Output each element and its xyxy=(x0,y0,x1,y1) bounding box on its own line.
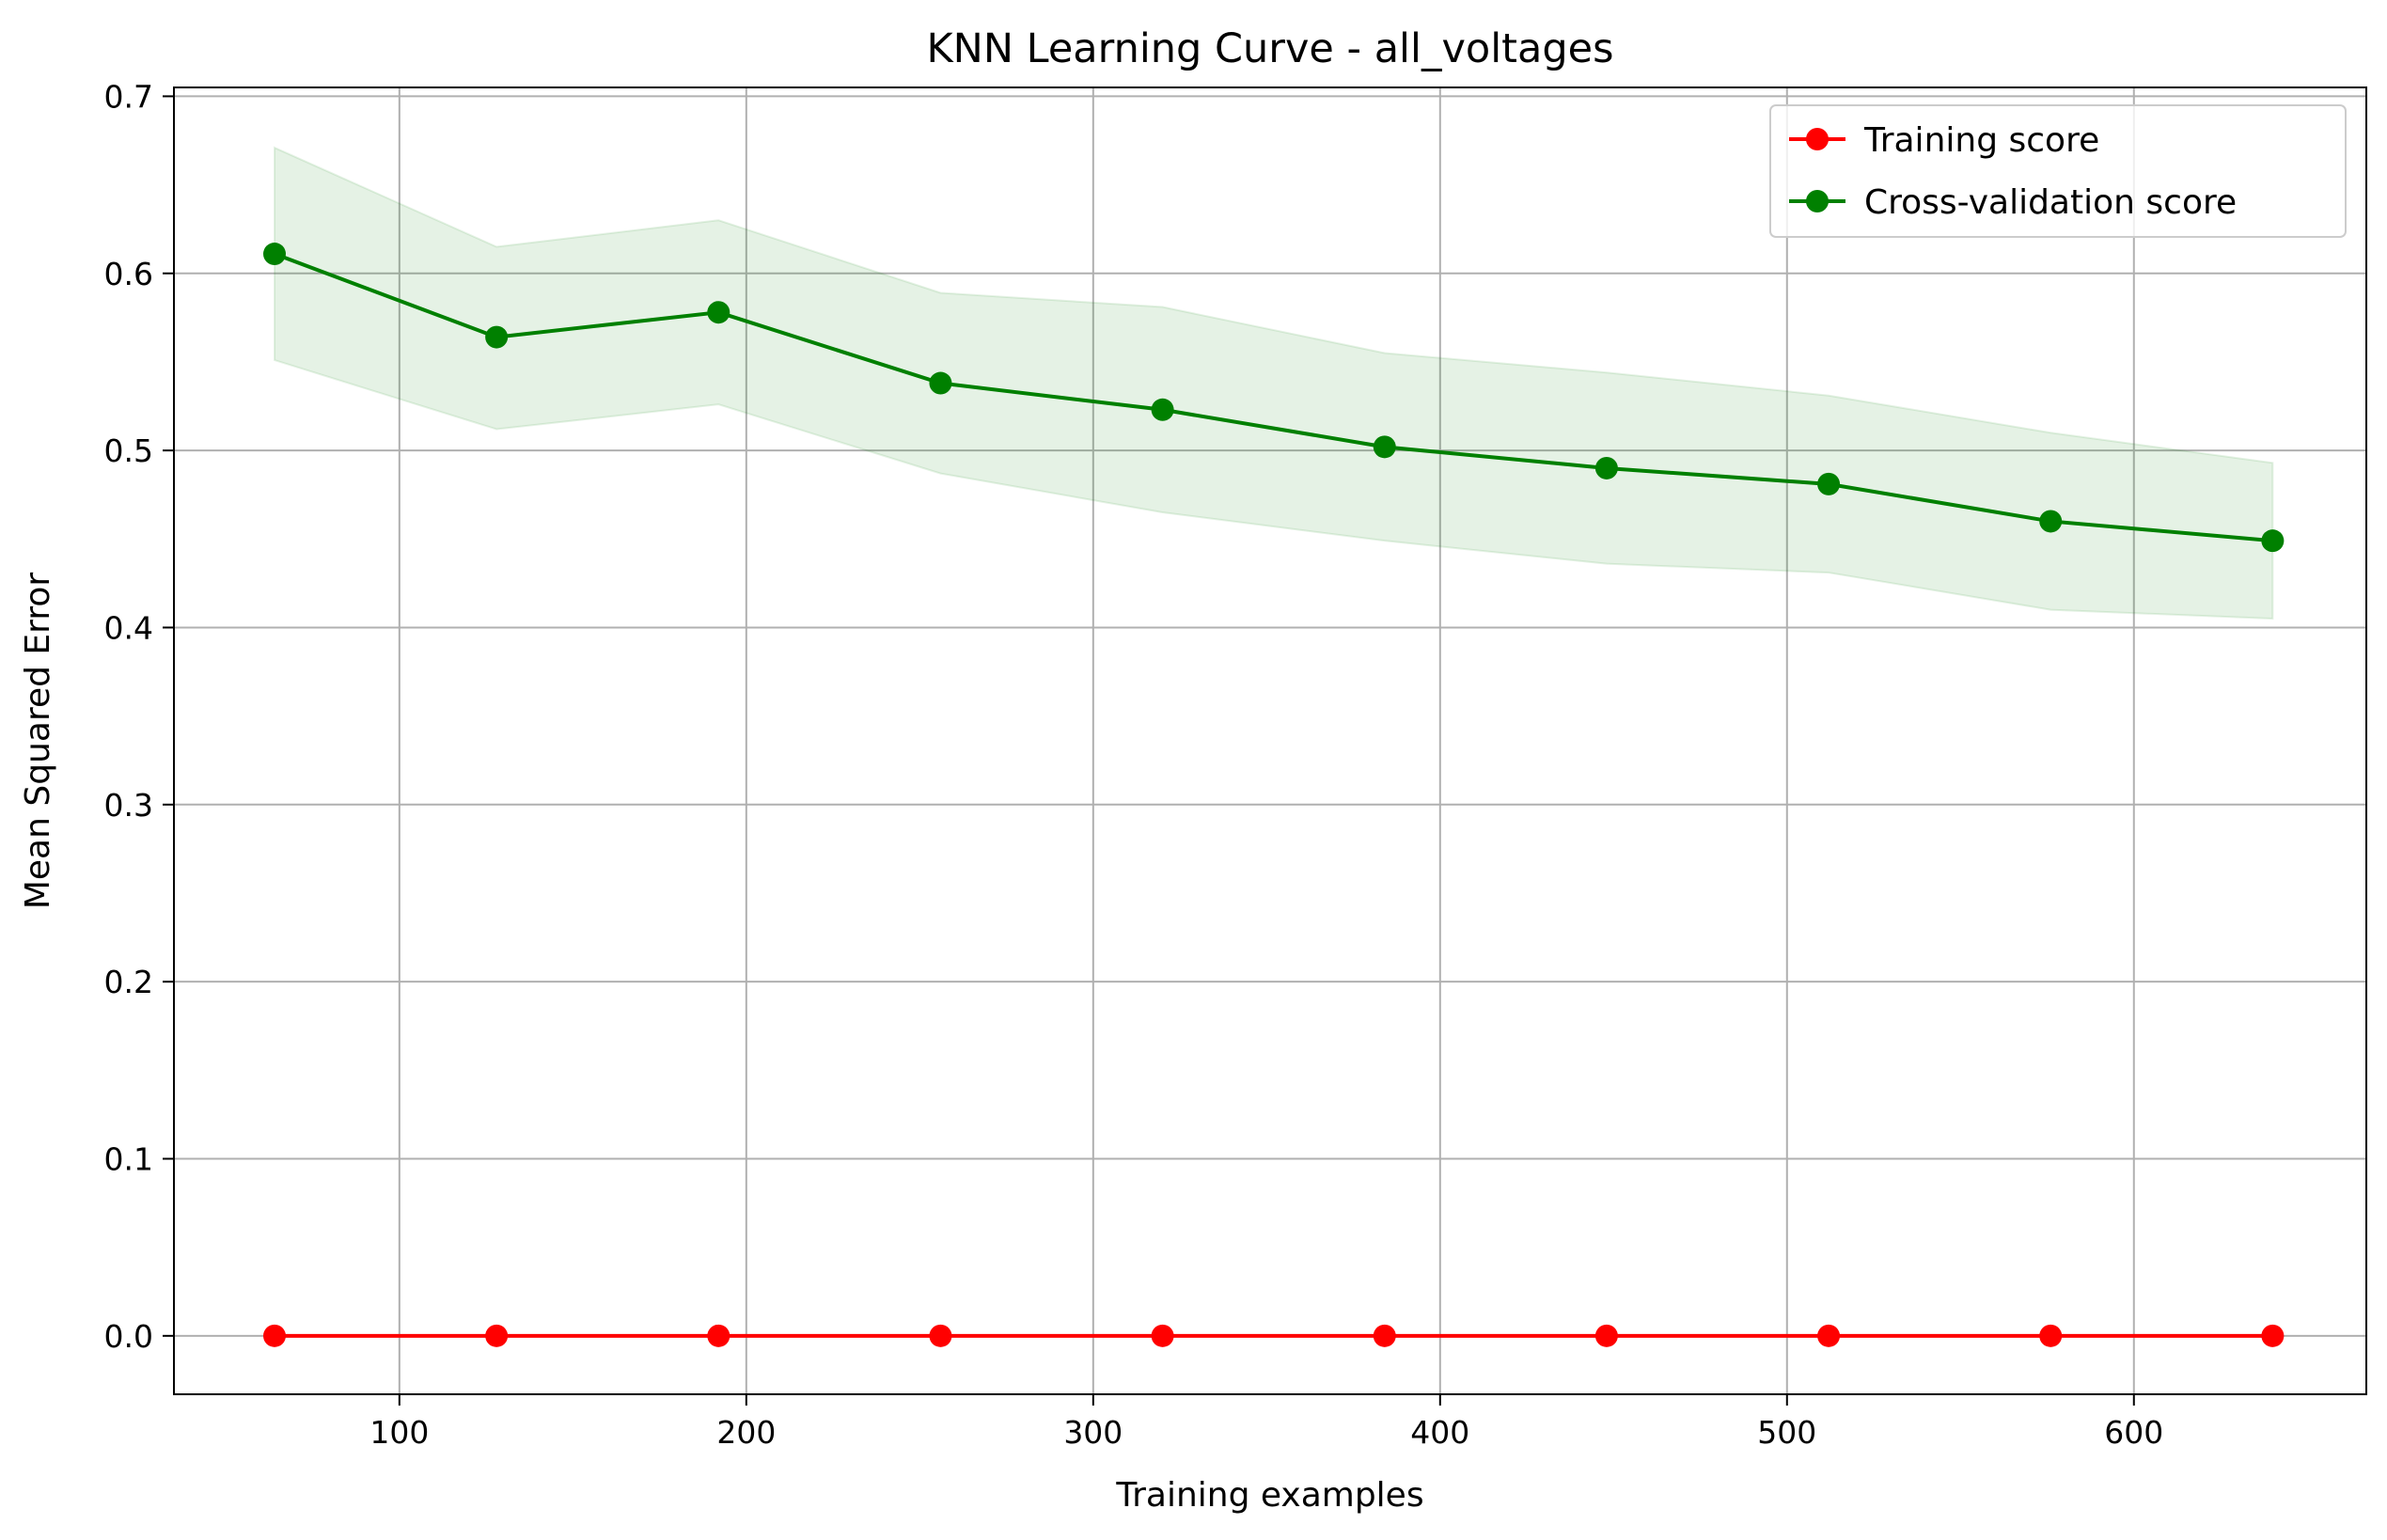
y-tick-label: 0.2 xyxy=(104,964,153,1000)
legend-marker xyxy=(1806,190,1829,212)
data-point xyxy=(263,1324,287,1347)
x-tick-label: 600 xyxy=(2104,1414,2163,1451)
data-point xyxy=(707,301,730,324)
data-point xyxy=(1594,1324,1618,1347)
data-point xyxy=(1373,1324,1396,1347)
x-tick-label: 400 xyxy=(1410,1414,1469,1451)
data-point xyxy=(2261,1324,2285,1347)
data-point xyxy=(929,1324,952,1347)
x-axis-title: Training examples xyxy=(1115,1476,1423,1515)
data-point xyxy=(929,371,952,395)
data-point xyxy=(2039,510,2063,533)
x-tick-label: 500 xyxy=(1757,1414,1816,1451)
y-tick-label: 0.7 xyxy=(104,78,153,115)
data-point xyxy=(263,243,287,266)
data-point xyxy=(707,1324,730,1347)
data-point xyxy=(2261,529,2285,553)
x-tick-label: 100 xyxy=(369,1414,429,1451)
y-tick-label: 0.4 xyxy=(104,609,153,646)
y-tick-label: 0.6 xyxy=(104,256,153,292)
legend: Training score Cross-validation score xyxy=(1769,104,2347,238)
data-point xyxy=(1151,398,1174,421)
data-point xyxy=(485,325,509,349)
data-point xyxy=(1817,472,1841,495)
legend-box xyxy=(1769,104,2347,238)
x-tick-label: 300 xyxy=(1063,1414,1123,1451)
data-point xyxy=(1817,1324,1841,1347)
legend-label: Cross-validation score xyxy=(1864,183,2237,222)
confidence-band xyxy=(274,146,2274,621)
data-point xyxy=(485,1324,509,1347)
series-lines xyxy=(263,243,2285,1347)
series-line xyxy=(274,252,2273,543)
y-tick-label: 0.0 xyxy=(104,1318,153,1355)
grid-lines xyxy=(174,87,2366,1394)
y-axis-title: Mean Squared Error xyxy=(19,573,57,910)
y-tick-label: 0.3 xyxy=(104,787,153,824)
data-point xyxy=(1151,1324,1174,1347)
legend-label: Training score xyxy=(1863,121,2099,160)
legend-marker xyxy=(1806,128,1829,150)
data-point xyxy=(1594,456,1618,479)
x-tick-label: 200 xyxy=(716,1414,776,1451)
data-point xyxy=(2039,1324,2063,1347)
axis-ticks: 100 200 300 400 500 600 0.0 0.1 0.2 0.3 0.4 0.5 0.6 0… xyxy=(104,78,2164,1451)
chart-title: KNN Learning Curve - all_voltages xyxy=(926,25,1613,72)
y-tick-label: 0.5 xyxy=(104,432,153,469)
y-tick-label: 0.1 xyxy=(104,1140,153,1177)
plot-frame xyxy=(173,86,2367,1395)
data-point xyxy=(1373,435,1396,459)
